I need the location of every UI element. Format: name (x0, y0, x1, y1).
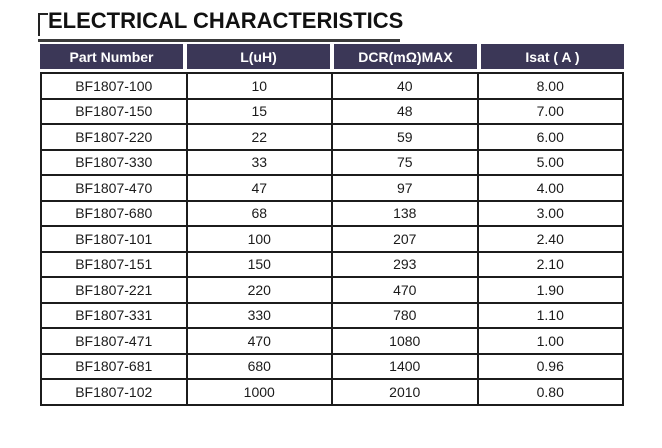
table-body: BF1807-100 10 40 8.00 BF1807-150 15 48 7.00 BF18… (40, 72, 624, 406)
table-cell-dcr_mohm_max: 138 (331, 199, 479, 227)
table-cell-dcr_mohm_max: 40 (331, 72, 479, 100)
table-cell-part: BF1807-471 (40, 327, 188, 355)
table-cell-dcr_mohm_max: 48 (331, 97, 479, 125)
page-title: ELECTRICAL CHARACTERISTICS (48, 8, 404, 33)
table-cell-isat_a: 0.96 (476, 352, 624, 380)
table-row: BF1807-100 10 40 8.00 (40, 72, 624, 100)
table-cell-isat_a: 4.00 (476, 174, 624, 202)
table-row: BF1807-681 680 1400 0.96 (40, 352, 624, 380)
table-cell-l_uh: 47 (185, 174, 333, 202)
table-cell-l_uh: 1000 (185, 378, 333, 406)
table-cell-isat_a: 6.00 (476, 123, 624, 151)
table-row: BF1807-470 47 97 4.00 (40, 174, 624, 202)
table-cell-l_uh: 100 (185, 225, 333, 253)
corner-bracket-icon (38, 13, 48, 36)
table-cell-isat_a: 5.00 (476, 148, 624, 176)
table-row: BF1807-330 33 75 5.00 (40, 148, 624, 176)
table-cell-isat_a: 8.00 (476, 72, 624, 100)
table-cell-part: BF1807-101 (40, 225, 188, 253)
table-cell-dcr_mohm_max: 75 (331, 148, 479, 176)
column-header-isat: Isat ( A ) (481, 44, 624, 69)
table-cell-l_uh: 220 (185, 276, 333, 304)
table-cell-dcr_mohm_max: 470 (331, 276, 479, 304)
table-cell-dcr_mohm_max: 1080 (331, 327, 479, 355)
table-row: BF1807-471 470 1080 1.00 (40, 327, 624, 355)
table-cell-dcr_mohm_max: 780 (331, 301, 479, 329)
table-row: BF1807-221 220 470 1.90 (40, 276, 624, 304)
table-cell-isat_a: 2.40 (476, 225, 624, 253)
table-cell-part: BF1807-220 (40, 123, 188, 151)
table-cell-l_uh: 10 (185, 72, 333, 100)
table-cell-dcr_mohm_max: 97 (331, 174, 479, 202)
table-cell-dcr_mohm_max: 59 (331, 123, 479, 151)
table-cell-l_uh: 68 (185, 199, 333, 227)
table-row: BF1807-680 68 138 3.00 (40, 199, 624, 227)
table-cell-l_uh: 22 (185, 123, 333, 151)
table-cell-l_uh: 33 (185, 148, 333, 176)
table-cell-part: BF1807-330 (40, 148, 188, 176)
table-cell-part: BF1807-331 (40, 301, 188, 329)
table-row: BF1807-220 22 59 6.00 (40, 123, 624, 151)
table-cell-dcr_mohm_max: 1400 (331, 352, 479, 380)
table-cell-dcr_mohm_max: 293 (331, 250, 479, 278)
table-cell-isat_a: 7.00 (476, 97, 624, 125)
table-cell-isat_a: 1.10 (476, 301, 624, 329)
table-cell-part: BF1807-221 (40, 276, 188, 304)
table-cell-isat_a: 1.00 (476, 327, 624, 355)
table-cell-part: BF1807-100 (40, 72, 188, 100)
table-row: BF1807-101 100 207 2.40 (40, 225, 624, 253)
table-cell-l_uh: 150 (185, 250, 333, 278)
table-cell-part: BF1807-150 (40, 97, 188, 125)
table-cell-l_uh: 680 (185, 352, 333, 380)
table-cell-l_uh: 330 (185, 301, 333, 329)
table-cell-part: BF1807-680 (40, 199, 188, 227)
table-cell-isat_a: 1.90 (476, 276, 624, 304)
table-row: BF1807-150 15 48 7.00 (40, 97, 624, 125)
section-title-block: ELECTRICAL CHARACTERISTICS (38, 6, 403, 42)
table-row: BF1807-102 1000 2010 0.80 (40, 378, 624, 406)
table-cell-part: BF1807-102 (40, 378, 188, 406)
table-cell-isat_a: 0.80 (476, 378, 624, 406)
electrical-characteristics-table: BF1807-100 10 40 8.00 BF1807-150 15 48 7.00 BF18… (40, 72, 624, 406)
table-cell-dcr_mohm_max: 207 (331, 225, 479, 253)
table-row: BF1807-151 150 293 2.10 (40, 250, 624, 278)
table-cell-part: BF1807-151 (40, 250, 188, 278)
table-row: BF1807-331 330 780 1.10 (40, 301, 624, 329)
table-cell-isat_a: 3.00 (476, 199, 624, 227)
column-header-dcr-max: DCR(mΩ)MAX (334, 44, 477, 69)
table-cell-part: BF1807-681 (40, 352, 188, 380)
title-underline (38, 39, 400, 42)
table-cell-part: BF1807-470 (40, 174, 188, 202)
table-cell-l_uh: 15 (185, 97, 333, 125)
table-cell-isat_a: 2.10 (476, 250, 624, 278)
table-header-row: Part Number L(uH) DCR(mΩ)MAX Isat ( A ) (40, 44, 624, 69)
column-header-inductance: L(uH) (187, 44, 330, 69)
table-cell-l_uh: 470 (185, 327, 333, 355)
column-header-part-number: Part Number (40, 44, 183, 69)
table-cell-dcr_mohm_max: 2010 (331, 378, 479, 406)
